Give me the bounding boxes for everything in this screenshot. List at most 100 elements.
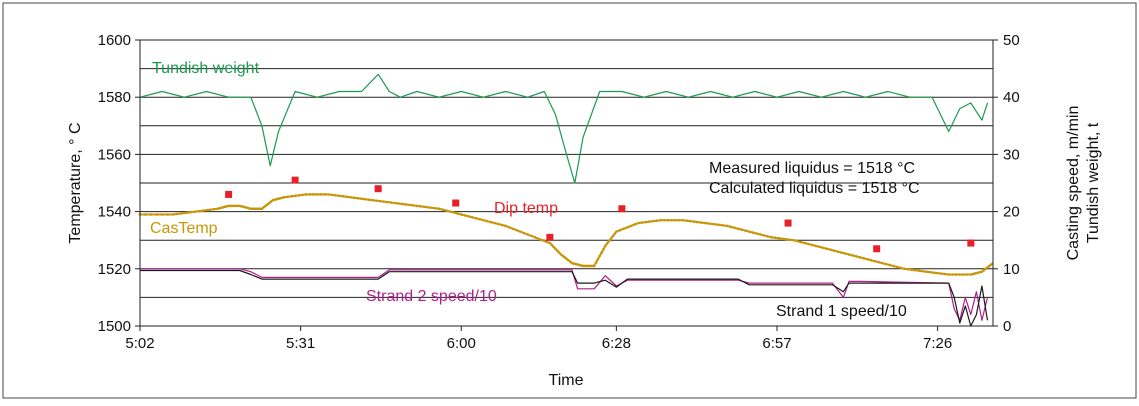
castemp-marker <box>747 230 751 233</box>
x-tick-label: 6:00 <box>447 335 476 352</box>
castemp-marker <box>190 210 193 214</box>
castemp-marker <box>541 238 544 242</box>
castemp-marker <box>567 258 570 262</box>
castemp-marker <box>507 226 511 229</box>
castemp-marker <box>251 207 254 211</box>
castemp-marker <box>478 217 482 221</box>
castemp-marker <box>729 225 733 229</box>
x-tick-label: 5:31 <box>286 335 315 352</box>
castemp-marker <box>840 251 843 254</box>
y-left-tick-label: 1600 <box>98 32 131 49</box>
castemp-marker <box>194 210 197 213</box>
castemp-marker <box>914 268 917 272</box>
castemp-marker <box>703 221 707 225</box>
castemp-marker <box>659 218 662 222</box>
castemp-marker <box>587 264 590 268</box>
y-right-tick-label: 10 <box>1003 261 1020 278</box>
dip-temp-point <box>546 233 554 241</box>
castemp-marker <box>943 272 947 276</box>
castemp-marker <box>415 204 419 208</box>
castemp-marker <box>736 227 740 231</box>
castemp-marker <box>378 199 382 203</box>
dip-temp-point <box>452 199 460 207</box>
x-tick-label: 7:26 <box>923 335 952 352</box>
castemp-marker <box>426 206 430 209</box>
dip-temp-point <box>291 176 299 184</box>
dip-temp-point <box>967 239 975 247</box>
dip-temp-point <box>225 190 233 198</box>
castemp-marker <box>253 207 256 211</box>
castemp-marker <box>777 236 781 240</box>
castemp-marker <box>227 204 230 208</box>
castemp-marker <box>921 269 925 273</box>
castemp-marker <box>266 203 269 206</box>
castemp-marker <box>437 207 441 211</box>
castemp-marker <box>803 241 806 245</box>
castemp-marker <box>400 202 404 206</box>
castemp-marker <box>441 208 445 211</box>
castemp-marker <box>511 227 515 231</box>
y-right-tick-label: 0 <box>1003 318 1011 335</box>
castemp-marker <box>821 246 825 250</box>
castemp-marker <box>832 249 836 252</box>
castemp-marker <box>740 228 744 232</box>
castemp-marker <box>982 268 986 272</box>
castemp-marker <box>515 228 518 232</box>
label-strand2-speed: Strand 2 speed/10 <box>366 288 497 305</box>
castemp-marker <box>212 207 216 211</box>
castemp-marker <box>197 209 201 213</box>
label-strand1-speed: Strand 1 speed/10 <box>776 303 907 320</box>
y-axis-right-title-2: Tundish weight, t <box>1085 122 1102 243</box>
castemp-marker <box>430 206 434 210</box>
castemp-marker <box>873 259 877 263</box>
castemp-marker <box>618 228 622 232</box>
castemp-marker <box>598 254 602 258</box>
castemp-marker <box>363 197 367 201</box>
castemp-marker <box>677 218 681 222</box>
castemp-marker <box>555 249 559 252</box>
castemp-marker <box>602 247 605 251</box>
y-left-tick-label: 1580 <box>98 89 131 106</box>
castemp-marker <box>762 234 766 237</box>
castemp-marker <box>843 252 847 255</box>
castemp-marker <box>989 263 993 266</box>
castemp-marker <box>855 255 858 258</box>
castemp-marker <box>312 193 315 196</box>
castemp-marker <box>397 202 400 205</box>
castemp-marker <box>208 208 212 211</box>
castemp-marker <box>603 244 607 248</box>
castemp-marker <box>327 193 330 196</box>
castemp-marker <box>888 263 891 267</box>
castemp-marker <box>958 273 962 276</box>
castemp-marker <box>626 226 629 229</box>
castemp-marker <box>755 232 758 235</box>
castemp-marker <box>559 253 563 256</box>
castemp-marker <box>493 221 496 225</box>
castemp-marker <box>965 273 969 276</box>
castemp-marker <box>548 241 552 245</box>
castemp-marker <box>149 213 153 216</box>
castemp-marker <box>411 204 415 207</box>
castemp-marker <box>622 227 626 231</box>
castemp-marker <box>613 232 616 236</box>
castemp-marker <box>795 239 799 243</box>
castemp-marker <box>699 221 703 224</box>
castemp-marker <box>367 198 371 201</box>
dip-temp-point <box>873 245 881 253</box>
castemp-marker <box>205 208 208 212</box>
castemp-marker <box>201 209 205 212</box>
castemp-marker <box>670 218 674 222</box>
castemp-marker <box>733 226 736 230</box>
castemp-marker <box>319 193 323 196</box>
castemp-marker <box>308 193 312 196</box>
x-tick-label: 6:57 <box>762 335 791 352</box>
castemp-marker <box>585 264 589 268</box>
castemp-marker <box>773 236 777 240</box>
label-calculated-liquidus: Calculated liquidus = 1518 °C <box>709 180 920 197</box>
castemp-marker <box>500 223 504 227</box>
castemp-marker <box>818 245 821 249</box>
castemp-marker <box>445 209 448 212</box>
castemp-marker <box>345 195 349 199</box>
castemp-marker <box>925 270 928 273</box>
